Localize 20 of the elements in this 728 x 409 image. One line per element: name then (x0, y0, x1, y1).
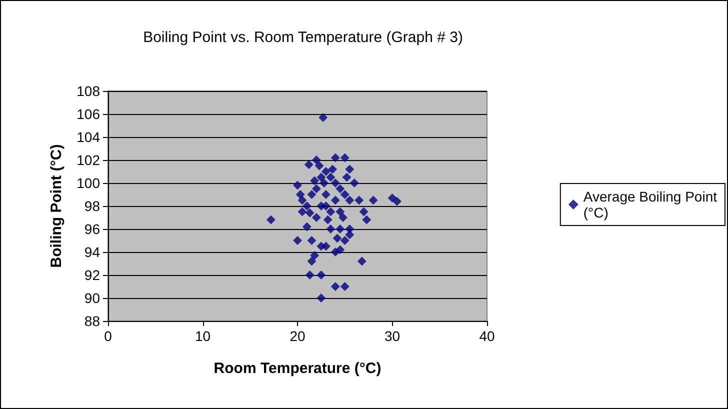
y-tick-label: 106 (76, 106, 100, 122)
y-axis-title: Boiling Point (°C) (48, 144, 65, 268)
y-tick-label: 104 (76, 129, 100, 145)
y-tick-label: 94 (84, 244, 100, 260)
y-tick-label: 100 (76, 175, 100, 191)
x-axis-title: Room Temperature (°C) (214, 360, 382, 377)
x-tick-label: 20 (290, 328, 306, 344)
y-tick-label: 108 (76, 83, 100, 99)
y-tick-label: 90 (84, 290, 100, 306)
legend-label: Average Boiling Point (°C) (583, 188, 718, 220)
x-tick-label: 10 (194, 328, 211, 344)
y-tick-label: 88 (84, 313, 100, 329)
chart-title: Boiling Point vs. Room Temperature (Graph # 3) (143, 29, 463, 46)
x-tick-label: 30 (384, 328, 400, 344)
y-tick-label: 98 (84, 198, 100, 214)
x-tick-label: 40 (479, 328, 495, 344)
y-tick-label: 92 (84, 267, 100, 283)
y-tick-label: 102 (76, 152, 100, 168)
y-tick-label: 96 (84, 221, 100, 237)
x-tick-label: 0 (104, 328, 112, 344)
